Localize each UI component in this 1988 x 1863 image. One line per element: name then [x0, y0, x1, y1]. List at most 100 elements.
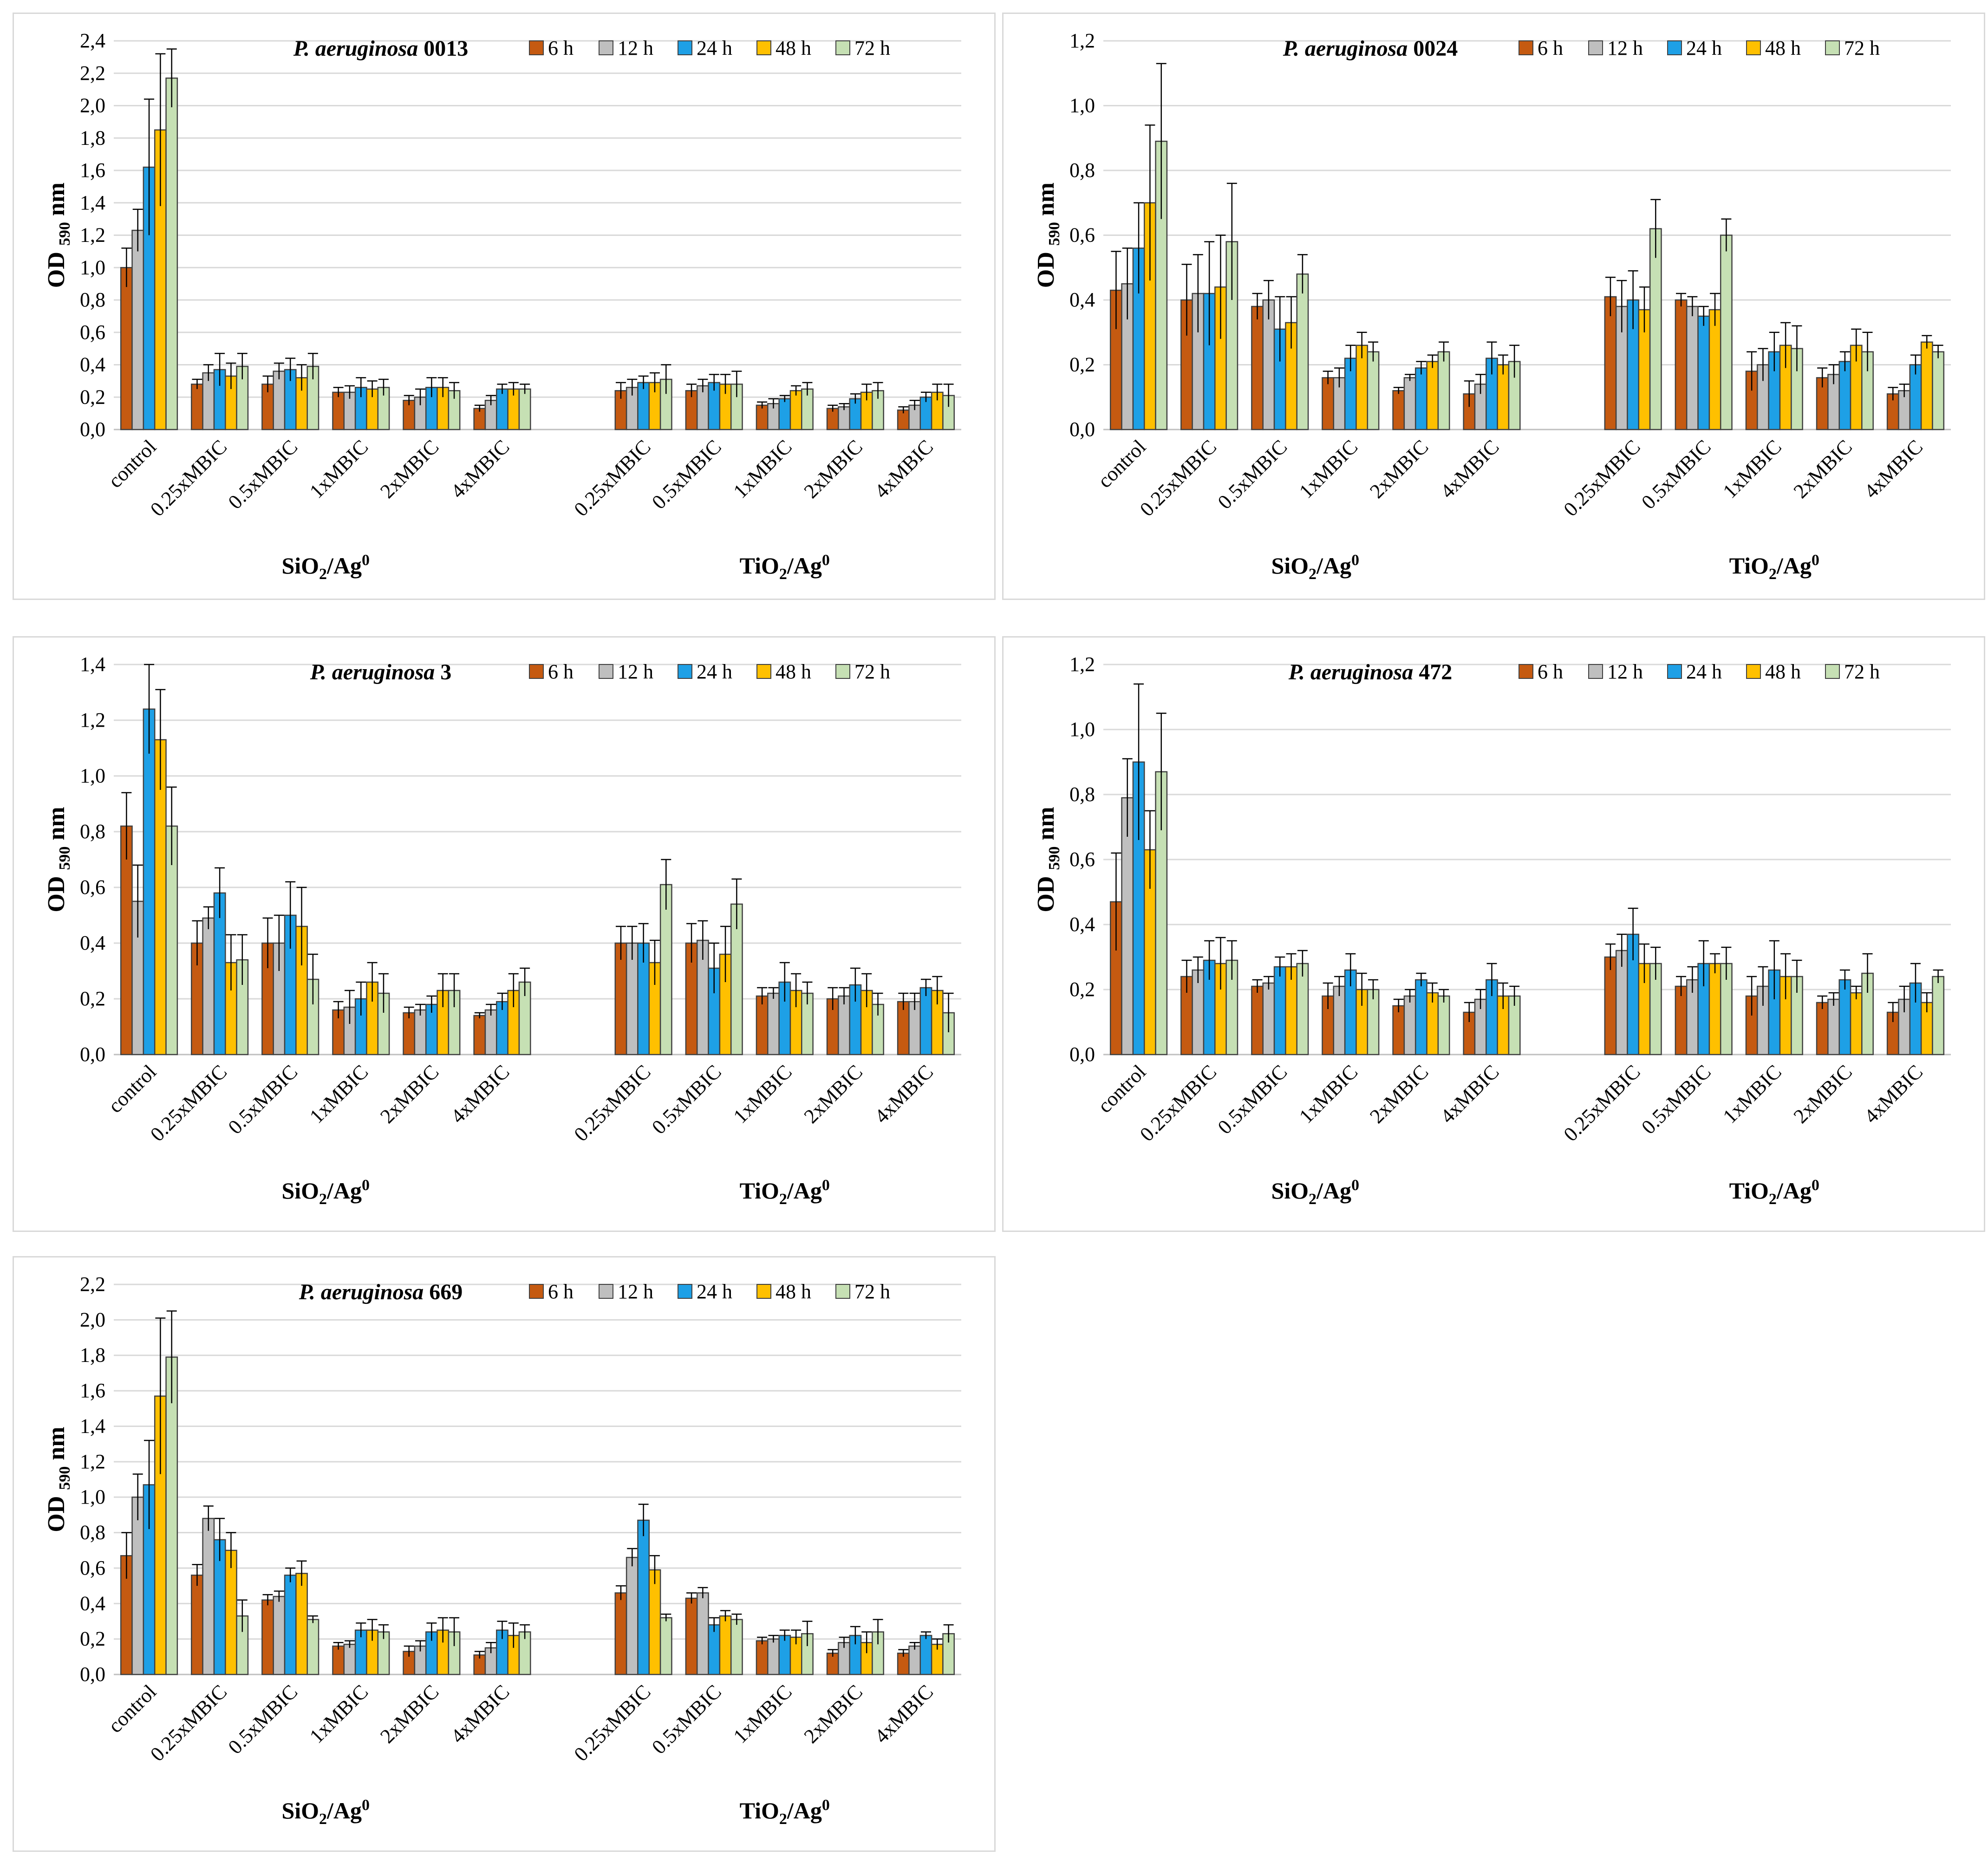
- legend-swatch: [1825, 40, 1840, 55]
- group-label-main: SiO: [1271, 553, 1309, 579]
- bar: [1920, 341, 1933, 430]
- legend-swatch: [835, 664, 850, 679]
- bar: [1827, 998, 1840, 1055]
- legend-label: 12 h: [618, 660, 653, 683]
- legend-swatch: [835, 40, 850, 55]
- y-tick-label: 0,8: [80, 1521, 105, 1544]
- chart-3: 0,0 0,2 0,4 0,6 0,8 1,0 1,2 1,4 OD 590 nm control…: [43, 653, 961, 1208]
- x-tick-label: 2xMBIC: [376, 1060, 443, 1127]
- legend-label: 24 h: [1686, 37, 1722, 59]
- y-axis-label-unit: nm: [43, 182, 70, 222]
- y-tick-label: 1,2: [80, 224, 105, 247]
- bar: [626, 942, 639, 1055]
- y-tick-label: 0,6: [1069, 848, 1095, 871]
- legend-label: 72 h: [854, 37, 890, 59]
- bar: [284, 1574, 297, 1675]
- group-label-sup: 0: [1351, 1177, 1359, 1194]
- x-tick-label: 1xMBIC: [729, 1060, 796, 1127]
- legend-swatch: [599, 664, 613, 679]
- legend-label: 72 h: [1844, 37, 1880, 59]
- chart-panel-0024: 0,0 0,2 0,4 0,6 0,8 1,0 1,2 OD 590 nm control 0.2…: [1002, 13, 1985, 600]
- legend-label: 24 h: [697, 660, 732, 683]
- group-label: TiO2/Ag0: [1729, 1177, 1819, 1208]
- bar: [414, 1009, 427, 1055]
- y-tick-label: 2,2: [80, 62, 105, 85]
- bar: [1333, 985, 1346, 1055]
- bar: [648, 1569, 661, 1675]
- group-label-sup: 0: [1812, 552, 1819, 569]
- x-tick-label: 2xMBIC: [800, 435, 867, 502]
- y-tick-label: 1,4: [80, 1414, 105, 1437]
- legend-swatch: [678, 40, 692, 55]
- y-tick-label: 1,0: [80, 1485, 105, 1508]
- x-tick-label: control: [104, 1680, 161, 1737]
- bar: [377, 1631, 390, 1675]
- legend-label: 6 h: [1538, 660, 1563, 683]
- bar: [1861, 351, 1874, 430]
- y-tick-label: 1,4: [80, 653, 105, 676]
- bar: [191, 384, 203, 430]
- legend-swatch: [678, 1284, 692, 1299]
- group-label: TiO2/Ag0: [740, 1797, 830, 1828]
- bar: [1850, 992, 1863, 1055]
- x-tick-label: 0.5xMBIC: [1213, 1060, 1292, 1139]
- legend-swatch: [1746, 40, 1761, 55]
- bar: [659, 1617, 672, 1675]
- chart-title-species: P. aeruginosa: [310, 660, 441, 684]
- x-tick-label: 0.25xMBIC: [1135, 1060, 1221, 1146]
- y-tick-label: 1,0: [80, 764, 105, 787]
- chart-0013: 0,0 0,2 0,4 0,6 0,8 1,0 1,2 1,4 1,6 1,8 2,0 2,2 2,4 O…: [43, 29, 961, 583]
- bar: [213, 1539, 226, 1675]
- y-tick-label: 1,8: [80, 126, 105, 149]
- legend-swatch: [756, 664, 771, 679]
- y-tick-label: 1,2: [1069, 653, 1095, 676]
- x-tick-label: 0.5xMBIC: [647, 435, 726, 514]
- legend-swatch: [1588, 40, 1603, 55]
- bar: [295, 377, 308, 430]
- y-axis-label-unit: nm: [43, 1427, 70, 1466]
- bar: [1686, 306, 1699, 430]
- group-label-main: TiO: [1729, 1178, 1769, 1204]
- x-tick-label: 0.25xMBIC: [1135, 435, 1221, 521]
- bar: [1708, 963, 1721, 1055]
- bar: [120, 1555, 133, 1675]
- bar: [708, 1624, 721, 1675]
- group-label-sup: 0: [362, 1797, 370, 1814]
- group-label-rest: /Ag: [326, 553, 362, 579]
- bar: [1296, 273, 1309, 430]
- x-tick-label: control: [1093, 1060, 1150, 1117]
- y-axis-label-main: OD: [1033, 870, 1059, 912]
- group-label-rest: /Ag: [787, 1178, 822, 1204]
- y-tick-label: 2,4: [80, 29, 105, 52]
- group-label-rest: /Ag: [787, 1798, 822, 1824]
- bar: [908, 1645, 921, 1675]
- bar: [261, 1599, 274, 1675]
- bar: [1414, 979, 1427, 1055]
- bar: [919, 987, 932, 1055]
- bar: [730, 1619, 743, 1675]
- bar: [343, 1643, 356, 1675]
- y-axis-label: OD 590 nm: [43, 1427, 73, 1532]
- bar: [719, 1615, 732, 1675]
- group-label: TiO2/Ag0: [1729, 552, 1819, 583]
- x-tick-label: 1xMBIC: [729, 435, 796, 502]
- bar: [942, 1633, 955, 1675]
- bar: [1367, 989, 1380, 1055]
- group-label: SiO2/Ag0: [1271, 1177, 1359, 1208]
- legend-label: 48 h: [1765, 660, 1801, 683]
- x-tick-label: 4xMBIC: [446, 1060, 514, 1127]
- chart-title-species: P. aeruginosa: [1288, 660, 1419, 684]
- bar: [685, 1597, 698, 1675]
- bar: [1932, 976, 1945, 1055]
- bar: [778, 981, 791, 1055]
- y-tick-label: 0,0: [1069, 418, 1095, 441]
- y-tick-label: 0,2: [1069, 978, 1095, 1001]
- bar: [1909, 364, 1922, 430]
- chart-title-strain: 0024: [1413, 36, 1458, 61]
- x-tick-label: 1xMBIC: [1719, 435, 1786, 502]
- group-label-rest: /Ag: [1776, 553, 1812, 579]
- group-label-main: TiO: [740, 553, 779, 579]
- y-tick-label: 0,2: [80, 385, 105, 408]
- legend-swatch: [835, 1284, 850, 1299]
- bar: [1697, 315, 1710, 430]
